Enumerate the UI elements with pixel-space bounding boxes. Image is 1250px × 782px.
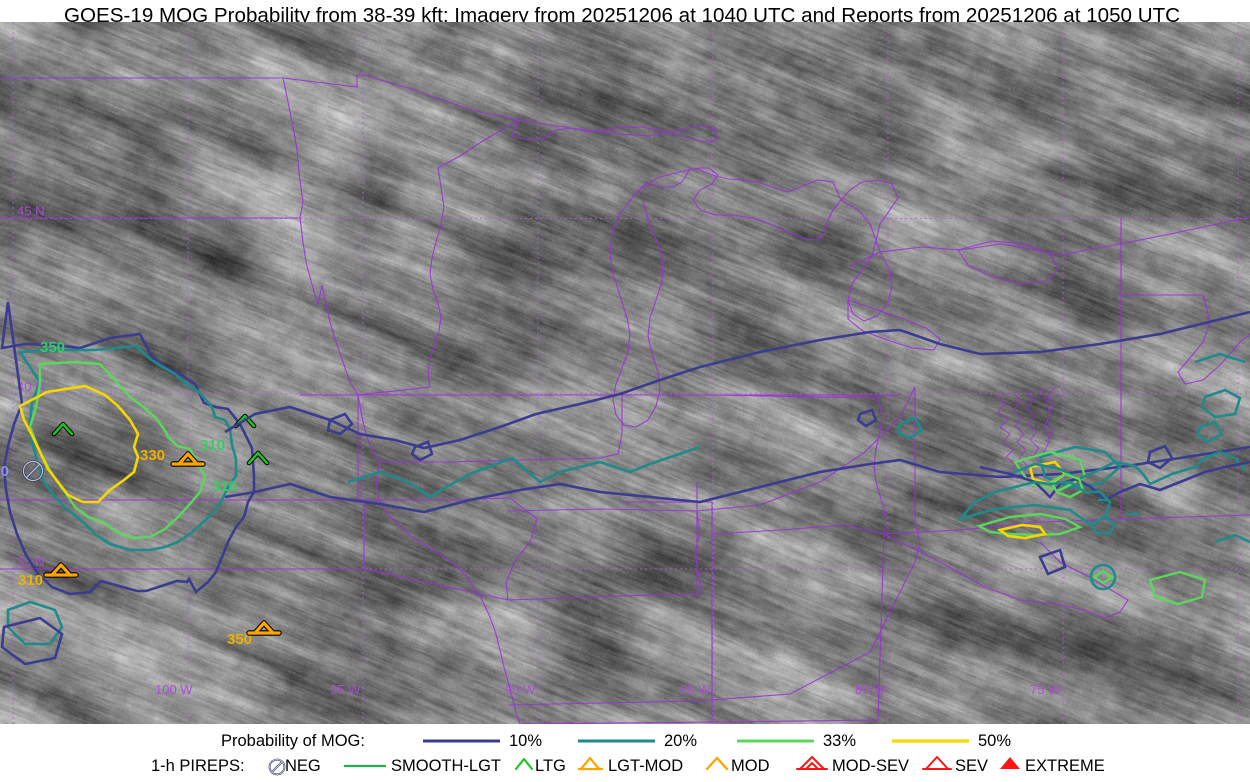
svg-text:Probability of MOG:: Probability of MOG:: [221, 732, 365, 750]
svg-text:350: 350: [40, 339, 65, 356]
svg-text:LGT-MOD: LGT-MOD: [608, 757, 683, 775]
svg-text:100 W: 100 W: [155, 682, 193, 697]
svg-text:MOD-SEV: MOD-SEV: [832, 757, 909, 775]
svg-text:310: 310: [212, 478, 237, 495]
svg-text:75 W: 75 W: [1030, 682, 1061, 697]
svg-text:NEG: NEG: [285, 757, 321, 775]
svg-text:85 W: 85 W: [680, 682, 711, 697]
svg-text:SMOOTH-LGT: SMOOTH-LGT: [391, 757, 501, 775]
svg-text:50%: 50%: [978, 732, 1011, 750]
svg-text:45 N: 45 N: [17, 204, 44, 219]
svg-text:310: 310: [18, 572, 43, 589]
svg-text:95 W: 95 W: [330, 682, 361, 697]
svg-text:33%: 33%: [823, 732, 856, 750]
svg-text:20%: 20%: [664, 732, 697, 750]
svg-text:10%: 10%: [509, 732, 542, 750]
svg-text:EXTREME: EXTREME: [1025, 757, 1105, 775]
svg-text:330: 330: [140, 447, 165, 464]
svg-text:80 W: 80 W: [855, 682, 886, 697]
svg-text:310: 310: [200, 437, 225, 454]
svg-text:330: 330: [0, 463, 9, 480]
svg-text:SEV: SEV: [955, 757, 988, 775]
svg-text:1-h PIREPS:: 1-h PIREPS:: [151, 757, 245, 775]
svg-text:LTG: LTG: [535, 757, 566, 775]
svg-text:MOD: MOD: [731, 757, 770, 775]
